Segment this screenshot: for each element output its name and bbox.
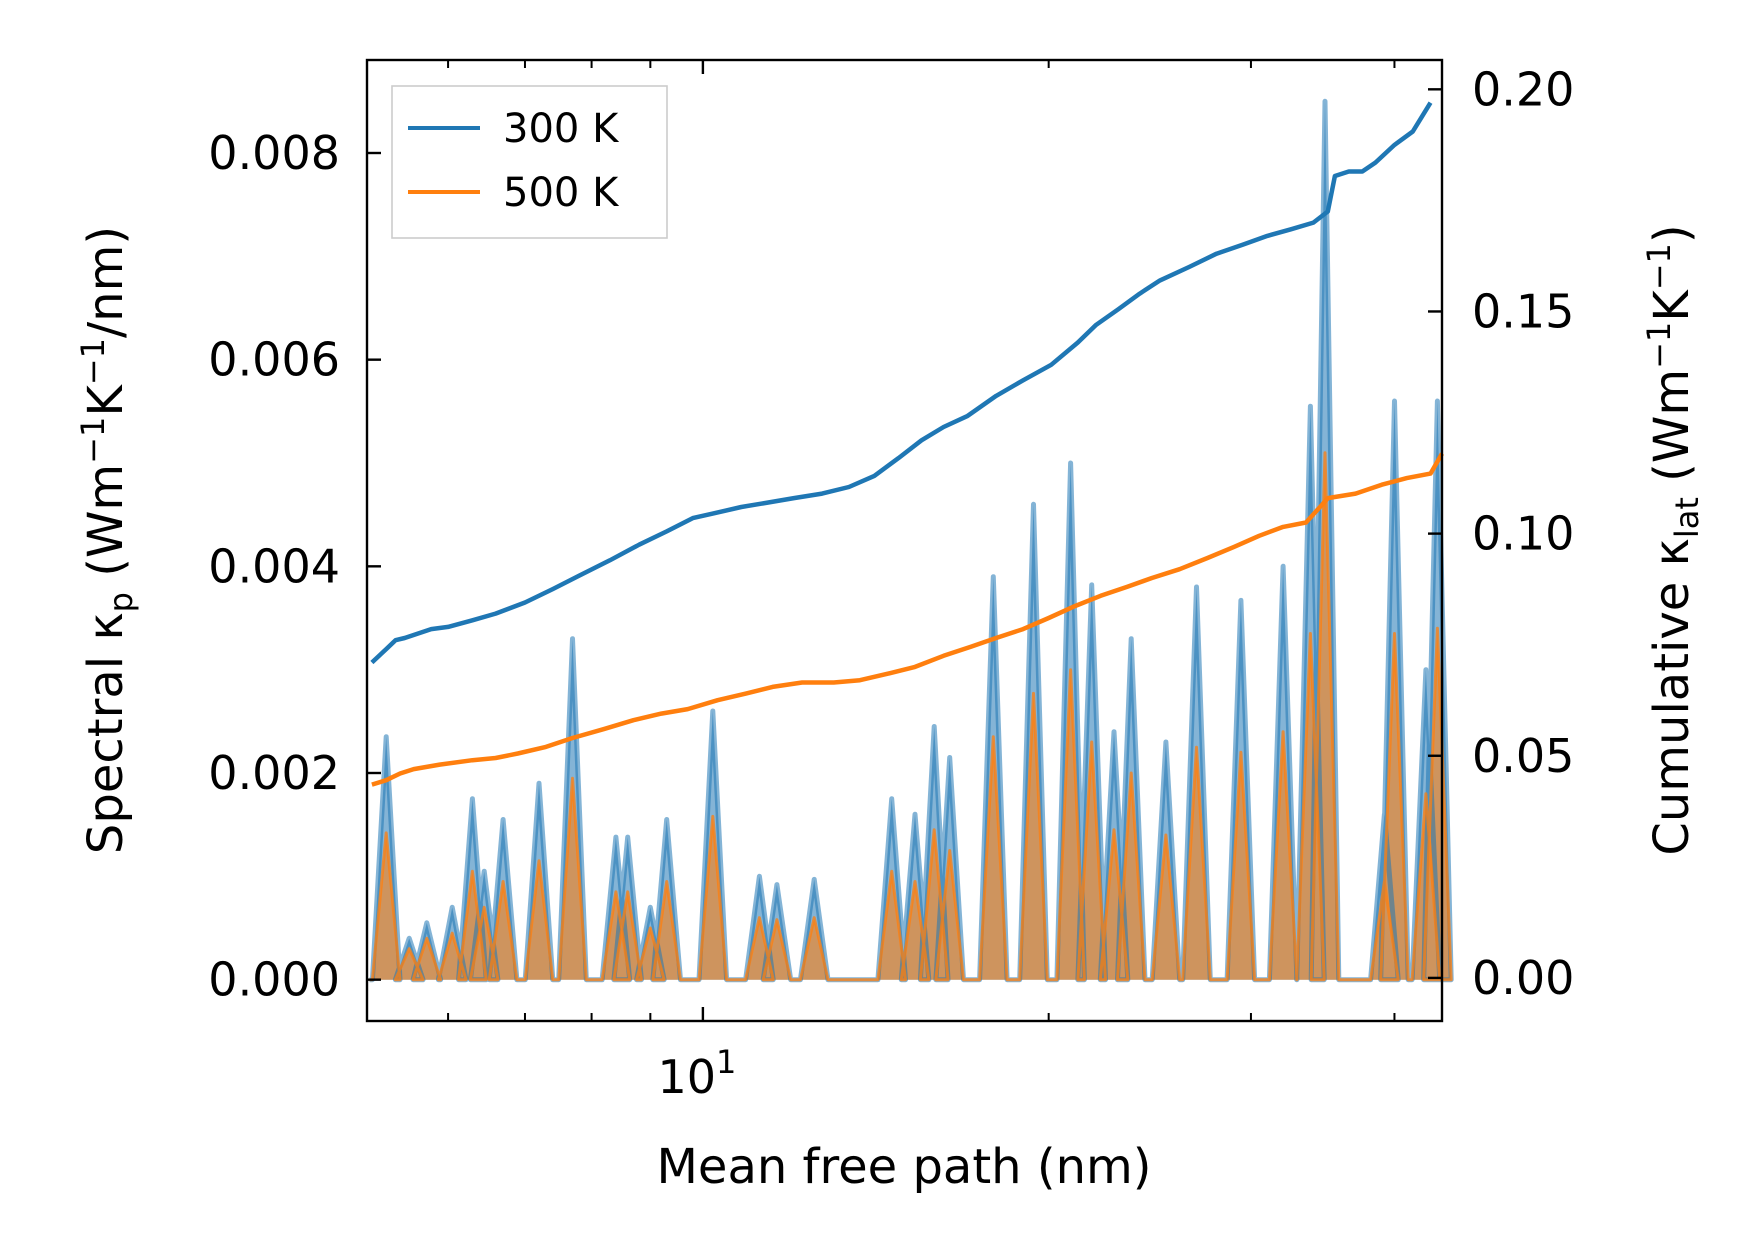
x-axis-title: Mean free path (nm) <box>657 1139 1152 1195</box>
y-left-label-sub: p <box>102 592 140 612</box>
y-right-tick-label: 0.15 <box>1472 284 1574 338</box>
y-left-tick-label: 0.008 <box>208 126 340 180</box>
plot-frame <box>365 58 1444 1023</box>
y-right-axis-title: Cumulative κlat (Wm−1K−1) <box>1640 224 1706 855</box>
y-right-label-unit-pre: (Wm <box>1644 369 1700 497</box>
y-left-tick-label: 0.006 <box>208 333 340 387</box>
y-left-axis-title: Spectral κp (Wm−1K−1/nm) <box>74 226 140 854</box>
x-tick-label-base: 10 <box>657 1050 716 1104</box>
cumulative-lines <box>370 101 1444 787</box>
y-left-label-mid: K <box>78 384 134 417</box>
legend-label-500k: 500 K <box>503 170 620 216</box>
x-axis: 101 <box>447 60 1396 1104</box>
y-right-label-prefix: Cumulative κ <box>1644 538 1700 856</box>
y-left-tick-label: 0.004 <box>208 539 340 593</box>
y-right-label-unit-post: ) <box>1644 224 1700 243</box>
cumulative-line-300k <box>370 101 1433 665</box>
y-right-tick-label: 0.10 <box>1472 507 1574 561</box>
y-left-label-prefix: Spectral κ <box>78 612 134 854</box>
y-right-label-mid: K <box>1644 289 1700 322</box>
y-right-tick-label: 0.00 <box>1472 951 1574 1005</box>
y-left-label-sup2: −1 <box>74 338 112 385</box>
y-right-tick-label: 0.20 <box>1472 62 1574 116</box>
legend-label-300k: 300 K <box>503 106 620 152</box>
y-left-label-sup1: −1 <box>74 417 112 464</box>
spectral-line-500k <box>369 451 1453 982</box>
y-left-tick-label: 0.000 <box>208 953 340 1007</box>
y-right-label-sub: lat <box>1668 497 1706 538</box>
y-left-label-unit-post: /nm) <box>78 226 134 338</box>
y-right-label-sup1: −1 <box>1640 322 1678 369</box>
y-right-tick-label: 0.05 <box>1472 729 1574 783</box>
x-tick-label-exp: 1 <box>716 1043 736 1081</box>
cumulative-line-500k <box>371 452 1444 787</box>
x-tick-label: 101 <box>657 1043 736 1104</box>
y-axis-left: 0.000 0.002 0.004 0.006 0.008 <box>208 126 381 1007</box>
y-left-label-unit-pre: (Wm <box>78 464 134 592</box>
y-right-label-sup2: −1 <box>1640 243 1678 290</box>
y-axis-right: 0.00 0.05 0.10 0.15 0.20 <box>1428 62 1574 1005</box>
legend-box <box>391 85 668 239</box>
legend: 300 K 500 K <box>391 85 668 239</box>
y-left-tick-label: 0.002 <box>208 746 340 800</box>
spectral-lines <box>369 98 1454 983</box>
